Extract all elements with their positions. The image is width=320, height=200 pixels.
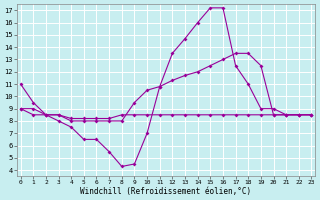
X-axis label: Windchill (Refroidissement éolien,°C): Windchill (Refroidissement éolien,°C) [80,187,252,196]
